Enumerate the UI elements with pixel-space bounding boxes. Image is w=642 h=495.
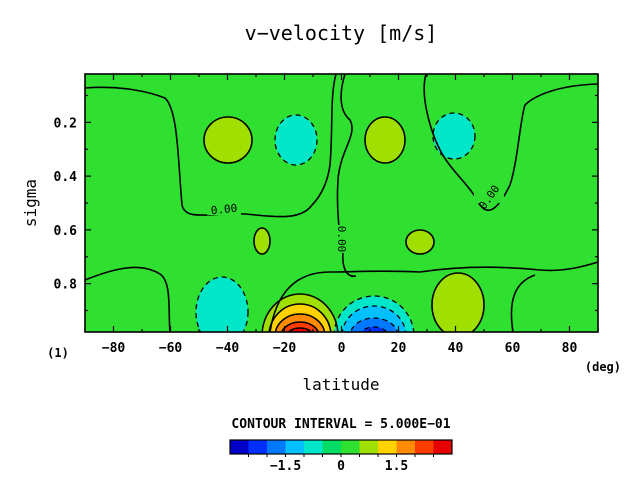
contour-positive-nw [203, 116, 253, 164]
panel-label: (1) [47, 346, 69, 360]
colorbar-swatch [396, 440, 416, 454]
colorbar-swatch [248, 440, 268, 454]
y-axis: 0.2 0.4 0.6 0.8 [54, 94, 598, 312]
contour-positive-mid-e [405, 229, 435, 255]
colorbar-swatch [341, 440, 360, 454]
positive-region-mid-e [406, 230, 434, 254]
x-tick-label: 40 [448, 341, 464, 356]
negative-region-sw [196, 277, 248, 332]
zero-contour-lowlevel [85, 266, 171, 332]
plot-background [85, 74, 598, 332]
strong-negative-center [334, 296, 414, 332]
negative-region-nw [275, 115, 317, 165]
x-axis-label: latitude [302, 375, 379, 394]
colorbar-swatch [322, 440, 342, 454]
positive-region-mid-w [254, 228, 270, 254]
zero-contour-central [336, 74, 357, 277]
positive-region-ne [365, 117, 405, 163]
x-tick-label: −20 [273, 341, 297, 356]
x-tick-label: −60 [159, 341, 183, 356]
colorbar-swatch [378, 440, 397, 454]
colorbar-tick-labels: −1.5 0 1.5 [270, 459, 408, 474]
contour-label-center: 0.00 [335, 226, 348, 253]
colorbar-swatch [285, 440, 305, 454]
contour-negative-ne [432, 112, 476, 160]
zero-contour-east [423, 74, 598, 211]
x-tick-label: 0 [338, 341, 346, 356]
x-axis: −80 −60 −40 −20 0 20 40 60 80 [84, 74, 599, 356]
chart-title: v−velocity [m/s] [245, 21, 438, 45]
plot-area: 0.00 0.00 0.00 [85, 74, 598, 332]
negative-region-ne [433, 113, 475, 159]
colorbar [229, 439, 453, 457]
colorbar-swatch [415, 440, 434, 454]
y-tick-label: 0.4 [54, 170, 78, 185]
y-axis-label: sigma [21, 179, 40, 227]
y-tick-label: 0.2 [54, 116, 77, 131]
positive-region-nw [204, 117, 252, 163]
x-tick-label: 20 [391, 341, 407, 356]
y-tick-label: 0.6 [54, 224, 78, 239]
contour-label-west: 0.00 [210, 202, 238, 218]
contour-negative-sw [195, 276, 249, 332]
colorbar-tick-label: 1.5 [385, 459, 408, 474]
contour-interval-note: CONTOUR INTERVAL = 5.000E−01 [231, 417, 450, 432]
colorbar-swatch [433, 440, 453, 454]
zero-contour-lowlevel-east [510, 274, 536, 332]
colorbar-tick-label: −1.5 [270, 459, 301, 474]
colorbar-swatch [230, 440, 249, 454]
x-axis-unit: (deg) [585, 360, 621, 374]
contour-positive-se [431, 272, 485, 332]
contour-positive-ne [364, 116, 406, 164]
x-tick-label: −40 [216, 341, 240, 356]
colorbar-swatch [359, 440, 379, 454]
contour-positive-mid-w [253, 227, 271, 255]
zero-contour-lowlevel-mid [269, 261, 598, 332]
contour-negative-nw [274, 114, 318, 166]
x-tick-label: 80 [562, 341, 578, 356]
x-tick-label: 60 [505, 341, 521, 356]
colorbar-tick-label: 0 [337, 459, 345, 474]
x-tick-label: −80 [102, 341, 126, 356]
positive-region-se [432, 273, 484, 332]
y-tick-label: 0.8 [54, 278, 78, 293]
colorbar-swatch [304, 440, 323, 454]
colorbar-swatch [267, 440, 286, 454]
